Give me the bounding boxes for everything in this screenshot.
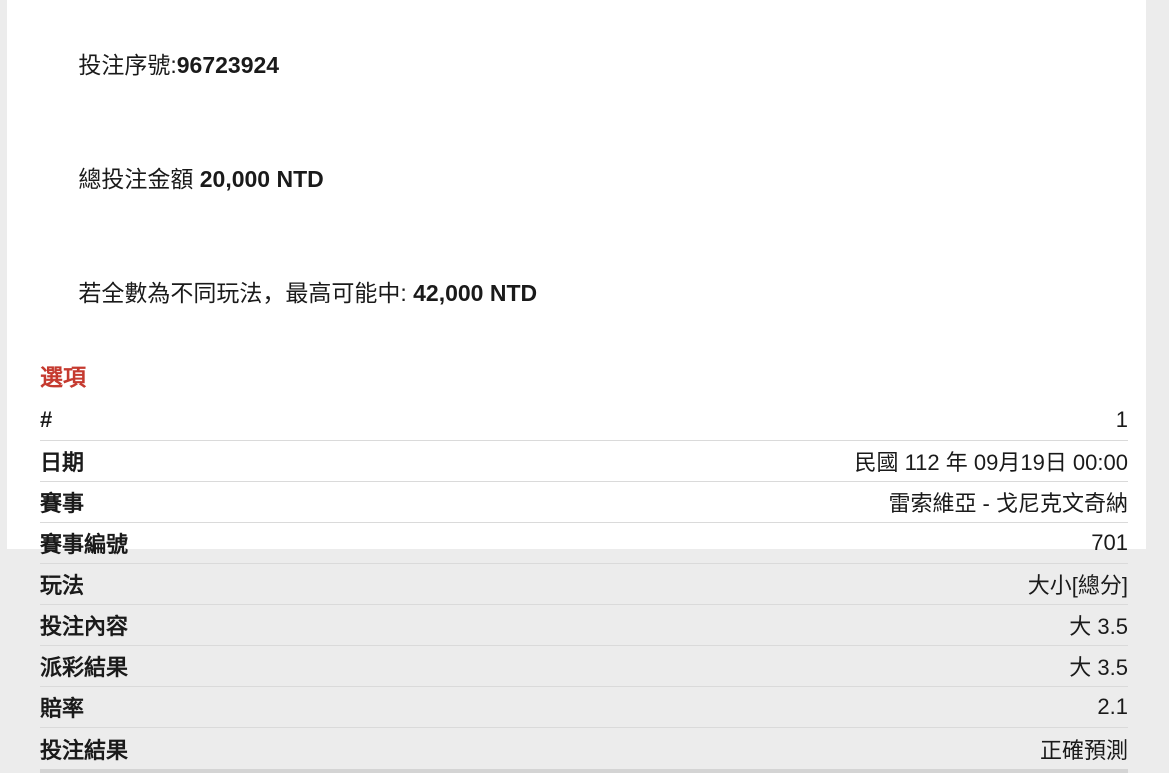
row-value: 大 3.5 (1069, 614, 1128, 639)
table-row-bet-result: 投注結果 正確預測 (40, 728, 1128, 769)
row-label: # (40, 407, 53, 432)
row-label: 玩法 (40, 573, 85, 598)
row-value: 大小[總分] (1027, 573, 1128, 598)
row-value: 2.1 (1097, 694, 1128, 719)
max-win-line: 若全數為不同玩法，最高可能中: 42,000 NTD (40, 236, 1128, 350)
table-row-odds: 賠率 2.1 (40, 687, 1128, 728)
max-win-label: 若全數為不同玩法，最高可能中: (78, 280, 414, 306)
row-value: 大 3.5 (1069, 655, 1128, 680)
total-stake-line: 總投注金額 20,000 NTD (40, 122, 1128, 236)
options-section-title: 選項 (40, 364, 86, 390)
row-label: 投注結果 (40, 737, 129, 763)
row-value: 雷索維亞 - 戈尼克文奇納 (888, 491, 1128, 516)
row-value: 1 (1115, 407, 1128, 432)
row-label: 賽事 (40, 491, 85, 516)
table-row-play-type: 玩法 大小[總分] (40, 564, 1128, 605)
row-label: 日期 (40, 450, 85, 475)
bet-receipt-panel: 投注序號:96723924 總投注金額 20,000 NTD 若全數為不同玩法，… (7, 0, 1146, 773)
row-value: 701 (1091, 530, 1128, 555)
bet-details-table: # 1 日期 民國 112 年 09月19日 00:00 賽事 雷索維亞 - 戈… (40, 400, 1128, 773)
bet-serial-label: 投注序號: (78, 52, 177, 78)
table-row-payout-result: 派彩結果 大 3.5 (40, 646, 1128, 687)
bet-serial-line: 投注序號:96723924 (40, 8, 1128, 122)
row-value: 民國 112 年 09月19日 00:00 (854, 450, 1128, 475)
table-row-match: 賽事 雷索維亞 - 戈尼克文奇納 (40, 482, 1128, 523)
table-row-date: 日期 民國 112 年 09月19日 00:00 (40, 441, 1128, 482)
table-row-match-number: 賽事編號 701 (40, 523, 1128, 564)
row-label: 派彩結果 (40, 655, 129, 680)
bet-serial-value: 96723924 (176, 52, 280, 78)
row-label: 投注內容 (40, 614, 129, 639)
row-label: 賠率 (40, 696, 85, 721)
total-stake-label: 總投注金額 (78, 166, 200, 192)
max-win-value: 42,000 NTD (413, 280, 538, 306)
row-value: 正確預測 (1039, 737, 1128, 763)
row-label: 賽事編號 (40, 532, 129, 557)
receipt-header: 投注序號:96723924 總投注金額 20,000 NTD 若全數為不同玩法，… (40, 8, 1128, 350)
total-stake-value: 20,000 NTD (199, 166, 324, 192)
table-row-bet-content: 投注內容 大 3.5 (40, 605, 1128, 646)
table-row-index: # 1 (40, 400, 1128, 441)
